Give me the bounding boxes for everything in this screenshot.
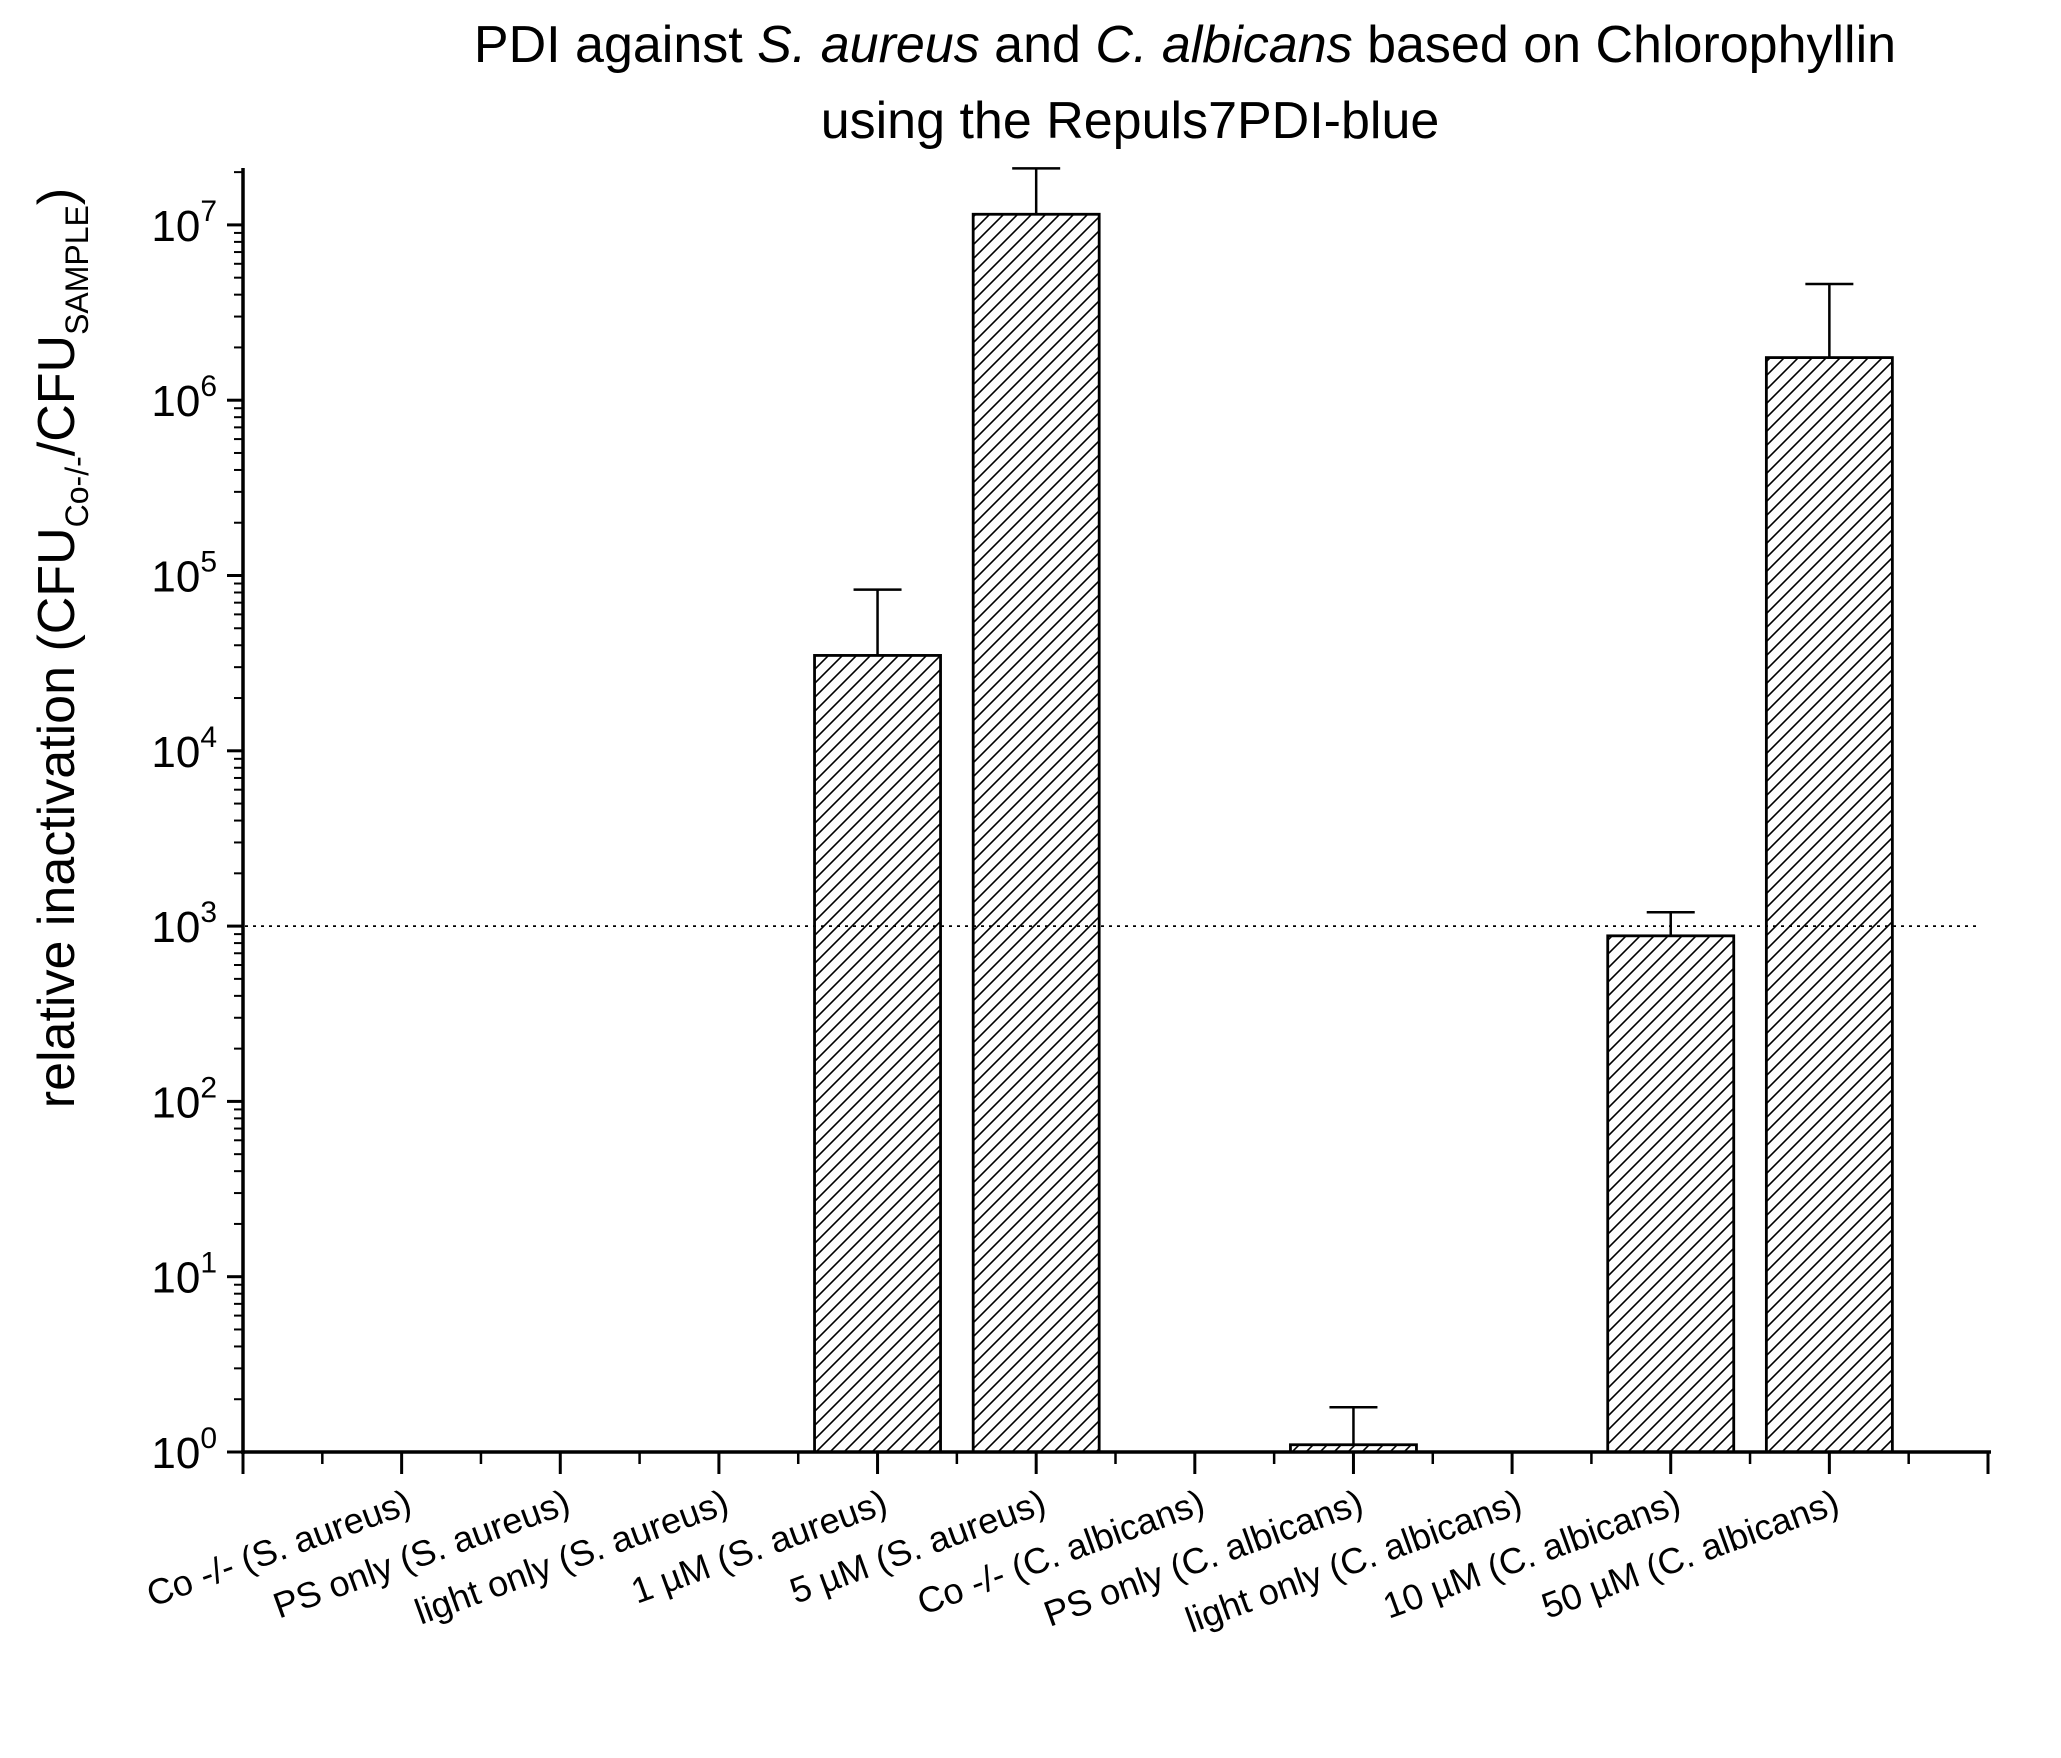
y-axis-title: relative inactivation (CFUCo-/-/CFUSAMPL… (28, 188, 95, 1108)
x-tick-marks (241, 1452, 1990, 1474)
y-tick-marks (227, 171, 243, 1454)
y-tick-labels: 100 101 102 103 104 105 106 107 (151, 195, 217, 1478)
bar (1764, 356, 1894, 1454)
y-tick-label: 105 (151, 546, 217, 602)
bar (813, 654, 942, 1454)
y-tick-label: 107 (151, 195, 217, 251)
bars-layer (813, 167, 1894, 1454)
y-tick-label: 103 (151, 896, 217, 952)
y-tick-label: 104 (151, 721, 217, 777)
chart-title-line1: PDI against S. aureus and C. albicans ba… (474, 16, 1896, 74)
bar (971, 212, 1101, 1454)
chart-title-line2: using the Repuls7PDI-blue (821, 92, 1440, 150)
y-tick-label: 100 (151, 1422, 217, 1478)
y-tick-label: 102 (151, 1071, 217, 1127)
bar (1606, 934, 1736, 1454)
x-category-labels: Co -/- (S. aureus)PS only (S. aureus)lig… (141, 1481, 1844, 1641)
y-tick-label: 106 (151, 370, 217, 426)
y-tick-label: 101 (151, 1247, 217, 1303)
